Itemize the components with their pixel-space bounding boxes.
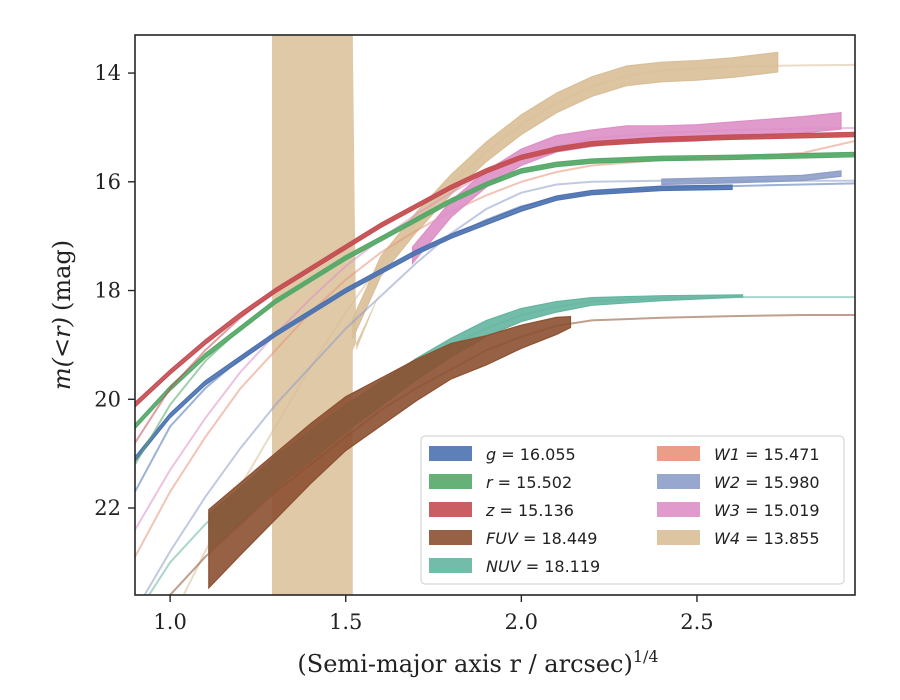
legend-swatch-w4 [657,530,700,545]
series-layer [135,35,855,595]
legend-label-w3: W3 = 15.019 [714,501,820,520]
legend-frame [420,435,845,585]
y-axis-label-math: m(<r) [48,317,76,390]
ticks-layer: 1.0 1.5 2.0 2.5 14 16 18 20 22 [94,61,713,634]
y-axis-label: m(<r) (mag) [48,240,76,390]
legend-swatch-r [429,474,472,489]
x-axis-label-exponent: 1/4 [633,647,659,666]
y-tick-label: 16 [94,170,121,194]
series-z-profile-band [135,131,855,408]
legend-label-z: z = 15.136 [485,501,574,520]
legend-swatch-fuv [429,530,472,545]
legend-label-nuv: NUV = 18.119 [486,557,600,576]
x-tick-label: 2.0 [505,610,538,634]
x-tick-label: 1.5 [329,610,362,634]
y-tick-label: 14 [94,61,121,85]
y-tick-label: 22 [94,496,121,520]
legend-swatch-w2 [657,474,700,489]
series-r-profile-band [135,151,855,430]
x-tick-label: 1.0 [153,610,186,634]
plot-frame [134,34,856,596]
x-tick-label: 2.5 [680,610,713,634]
legend-swatch-z [429,502,472,517]
y-tick-label: 20 [94,387,121,411]
legend-label-w1: W1 = 15.471 [714,445,820,464]
series-w3-profile-band [411,112,842,265]
legend-label-g: g = 16.055 [486,445,576,464]
legend: g = 16.055 r = 15.502 z = 15.136 FUV = 18.4… [420,435,845,585]
y-tick-label: 18 [94,279,121,303]
y-axis-label-unit: (mag) [48,240,76,311]
legend-swatch-w1 [657,446,700,461]
series-fuv-profile-band [208,315,572,590]
legend-swatch-g [429,446,472,461]
legend-label-w4: W4 = 13.855 [714,529,820,548]
legend-swatch-nuv [429,558,472,573]
x-axis-label-text: (Semi-major axis r / arcsec) [297,650,632,678]
series-g-profile-band [135,184,733,463]
legend-label-r: r = 15.502 [486,473,572,492]
legend-swatch-w3 [657,502,700,517]
series-w2-profile-band [661,170,842,186]
x-axis-label: (Semi-major axis r / arcsec)1/4 [297,647,658,678]
legend-label-fuv: FUV = 18.449 [486,529,597,548]
legend-label-w2: W2 = 15.980 [714,473,820,492]
